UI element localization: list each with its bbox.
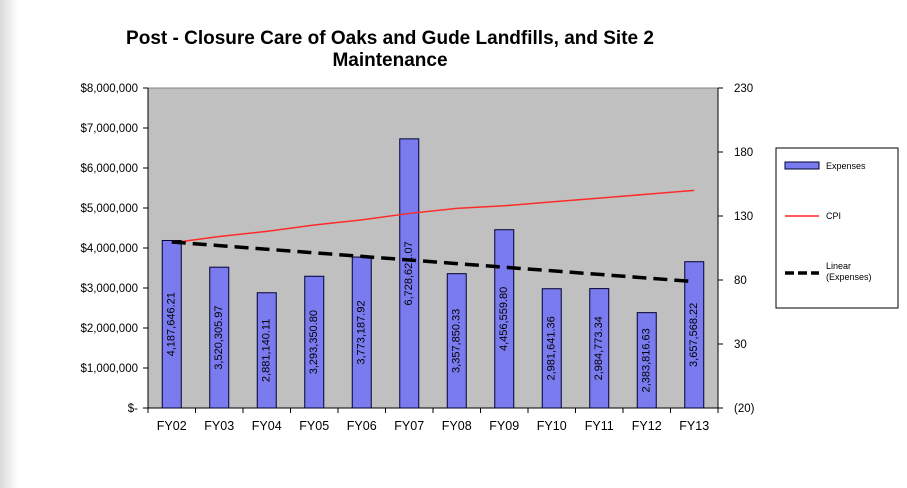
expense-bar-data-label: 2,984,773.34: [593, 316, 605, 380]
x-axis-tick-label: FY10: [537, 419, 567, 433]
left-axis-tick-label: $4,000,000: [80, 243, 138, 255]
legend-label-expenses: Expenses: [826, 161, 866, 171]
expense-bar: [494, 229, 515, 409]
expense-bar: [636, 312, 657, 409]
expense-bar-data-label: 3,357,850.33: [451, 309, 463, 373]
x-axis-tick-label: FY09: [489, 419, 519, 433]
legend-box: [775, 147, 899, 309]
right-axis-tick-label: (20): [734, 403, 755, 415]
right-axis-tick-label: 230: [734, 83, 753, 95]
expense-bar: [541, 288, 562, 409]
left-axis-tick-label: $2,000,000: [80, 323, 138, 335]
x-axis-tick-label: FY02: [157, 419, 187, 433]
expense-bar-data-label: 4,187,646.21: [166, 292, 178, 356]
expense-bar-data-label: 2,881,140.11: [261, 319, 273, 382]
x-axis-tick-label: FY12: [632, 419, 662, 433]
x-axis-tick-label: FY07: [394, 419, 424, 433]
x-axis-tick-label: FY05: [299, 419, 329, 433]
left-axis-tick-label: $3,000,000: [80, 283, 138, 295]
expense-bar-data-label: 6,728,621.07: [403, 241, 415, 305]
linear-expenses-trendline: [171, 240, 695, 284]
left-axis-tick-label: $5,000,000: [80, 203, 138, 215]
expense-bar: [256, 292, 277, 409]
legend-label-cpi: CPI: [826, 211, 841, 221]
chart-title: Post - Closure Care of Oaks and Gude Lan…: [126, 28, 654, 71]
x-axis-tick-label: FY06: [347, 419, 377, 433]
right-axis-tick-label: 130: [734, 211, 753, 223]
plot-area: [147, 87, 719, 409]
right-axis-tick-label: 30: [734, 339, 747, 351]
x-axis-tick-label: FY08: [442, 419, 472, 433]
expense-bar-data-label: 3,657,568.22: [688, 303, 700, 367]
left-axis-tick-label: $1,000,000: [80, 363, 138, 375]
expense-bar-data-label: 2,383,816.63: [641, 328, 653, 392]
cpi-line: [171, 189, 695, 244]
legend-label-linear-expenses: Linear (Expenses): [826, 261, 872, 282]
expense-bar: [684, 261, 705, 409]
left-axis-tick-label: $6,000,000: [80, 163, 138, 175]
legend-swatch-expenses: [784, 161, 820, 170]
expense-bar: [304, 275, 325, 409]
x-axis-tick-label: FY04: [252, 419, 282, 433]
left-axis-tick-label: $7,000,000: [80, 123, 138, 135]
edge-shade: [0, 0, 18, 488]
expense-bar-data-label: 3,520,305.97: [213, 305, 225, 369]
left-axis-tick-label: $8,000,000: [80, 83, 138, 95]
expense-bar: [589, 288, 610, 409]
x-axis-tick-label: FY03: [204, 419, 234, 433]
expense-bar: [161, 239, 182, 409]
left-axis-tick-label: $-: [128, 403, 138, 415]
expense-bar-data-label: 4,456,559.80: [498, 287, 510, 351]
right-axis-tick-label: 180: [734, 147, 753, 159]
expense-bar: [446, 273, 467, 409]
expense-bar-data-label: 3,293,350.80: [308, 310, 320, 374]
x-axis-tick-label: FY11: [585, 419, 614, 433]
x-axis-tick-label: FY13: [679, 419, 709, 433]
right-axis-tick-label: 80: [734, 275, 747, 287]
expense-bar-data-label: 3,773,187.92: [356, 300, 368, 364]
expense-bar: [399, 138, 420, 409]
expense-bar: [209, 266, 230, 409]
expense-bar-data-label: 2,981,641.36: [546, 316, 558, 380]
